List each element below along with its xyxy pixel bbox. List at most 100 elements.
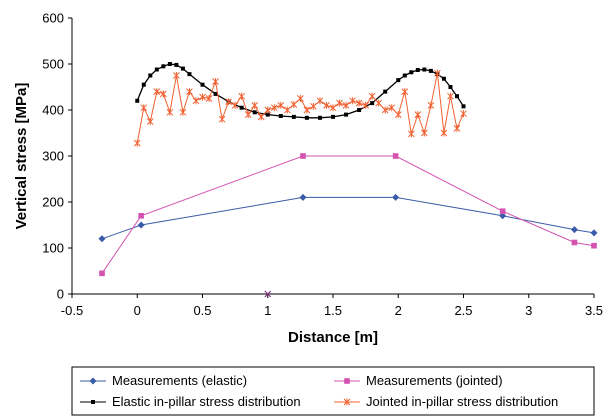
y-tick-label: 0	[57, 287, 64, 302]
series-2	[99, 153, 597, 277]
data-point	[461, 104, 466, 109]
data-point	[420, 129, 428, 137]
data-point	[200, 82, 205, 87]
data-point	[383, 89, 388, 94]
series-line	[136, 63, 465, 119]
data-point	[213, 91, 218, 96]
data-point	[264, 106, 272, 114]
data-point	[231, 101, 239, 109]
series-line	[136, 73, 464, 144]
data-point	[299, 193, 307, 201]
y-tick-label: 500	[42, 57, 64, 72]
data-point	[428, 68, 433, 73]
data-point	[499, 212, 507, 220]
legend-marker	[91, 400, 95, 404]
data-point	[415, 67, 420, 72]
series-1	[98, 193, 598, 243]
data-point	[154, 67, 159, 72]
x-tick-label: 0.5	[193, 303, 211, 318]
data-point	[138, 213, 144, 219]
data-point	[414, 111, 422, 119]
legend-label: Jointed in-pillar stress distribution	[366, 394, 558, 409]
data-point	[454, 94, 459, 99]
data-point	[166, 108, 174, 116]
data-point	[570, 226, 578, 234]
y-tick-label: 100	[42, 241, 64, 256]
data-point	[244, 111, 252, 119]
data-point	[329, 104, 337, 112]
data-point	[441, 76, 446, 81]
data-point	[349, 97, 356, 105]
data-point	[303, 106, 311, 114]
data-point	[300, 153, 306, 159]
data-point	[133, 139, 141, 147]
data-point	[407, 130, 415, 138]
data-point	[99, 270, 105, 277]
data-point	[212, 77, 219, 85]
legend-label: Elastic in-pillar stress distribution	[112, 394, 301, 409]
data-point	[290, 100, 298, 108]
data-point	[323, 101, 330, 109]
series-line	[101, 155, 595, 274]
x-tick-label: 3	[525, 303, 532, 318]
x-axis-title: Distance [m]	[288, 329, 378, 346]
data-point	[460, 110, 467, 118]
data-point	[167, 62, 172, 66]
data-point	[571, 239, 578, 246]
data-point	[140, 104, 148, 112]
data-point	[161, 64, 166, 69]
y-tick-label: 400	[42, 103, 64, 118]
data-point	[392, 193, 400, 201]
series-4	[133, 69, 467, 147]
data-point	[98, 235, 106, 243]
y-tick-label: 200	[42, 195, 64, 210]
data-point	[159, 90, 167, 98]
x-tick-label: -0.5	[61, 303, 83, 318]
x-tick-label: 0	[134, 303, 141, 318]
data-point	[173, 72, 180, 79]
data-point	[590, 229, 598, 237]
data-point	[304, 115, 309, 120]
x-tick-label: 2	[395, 303, 402, 318]
data-point	[310, 102, 317, 110]
y-tick-label: 600	[42, 11, 64, 26]
data-point	[205, 95, 213, 102]
annotation-marker	[264, 290, 272, 298]
data-point	[186, 88, 193, 96]
data-point	[291, 114, 296, 119]
data-point	[368, 92, 376, 100]
legend-marker	[344, 378, 350, 384]
y-axis-title: Vertical stress [MPa]	[13, 83, 30, 230]
data-point	[277, 101, 285, 109]
data-point	[297, 95, 304, 102]
data-point	[375, 99, 383, 107]
data-point	[135, 98, 140, 103]
legend-marker	[343, 398, 351, 406]
data-point	[448, 85, 453, 89]
series-line	[101, 196, 595, 240]
data-point	[218, 115, 226, 123]
data-point	[355, 99, 363, 107]
data-point	[153, 88, 161, 96]
data-point	[357, 108, 362, 112]
data-point	[283, 106, 291, 114]
data-point	[392, 153, 399, 159]
legend-item: Measurements (jointed)	[334, 373, 503, 388]
data-point	[427, 101, 435, 109]
data-point	[238, 92, 246, 100]
data-point	[141, 82, 146, 87]
data-point	[331, 114, 335, 119]
data-point	[370, 101, 375, 106]
series-layer	[98, 62, 598, 298]
data-point	[265, 112, 270, 117]
data-point	[344, 112, 349, 117]
data-point	[409, 70, 414, 75]
data-point	[381, 106, 389, 114]
data-point	[251, 101, 259, 109]
data-point	[192, 97, 200, 105]
data-point	[174, 62, 179, 67]
data-point	[180, 66, 185, 71]
data-point	[278, 113, 283, 118]
